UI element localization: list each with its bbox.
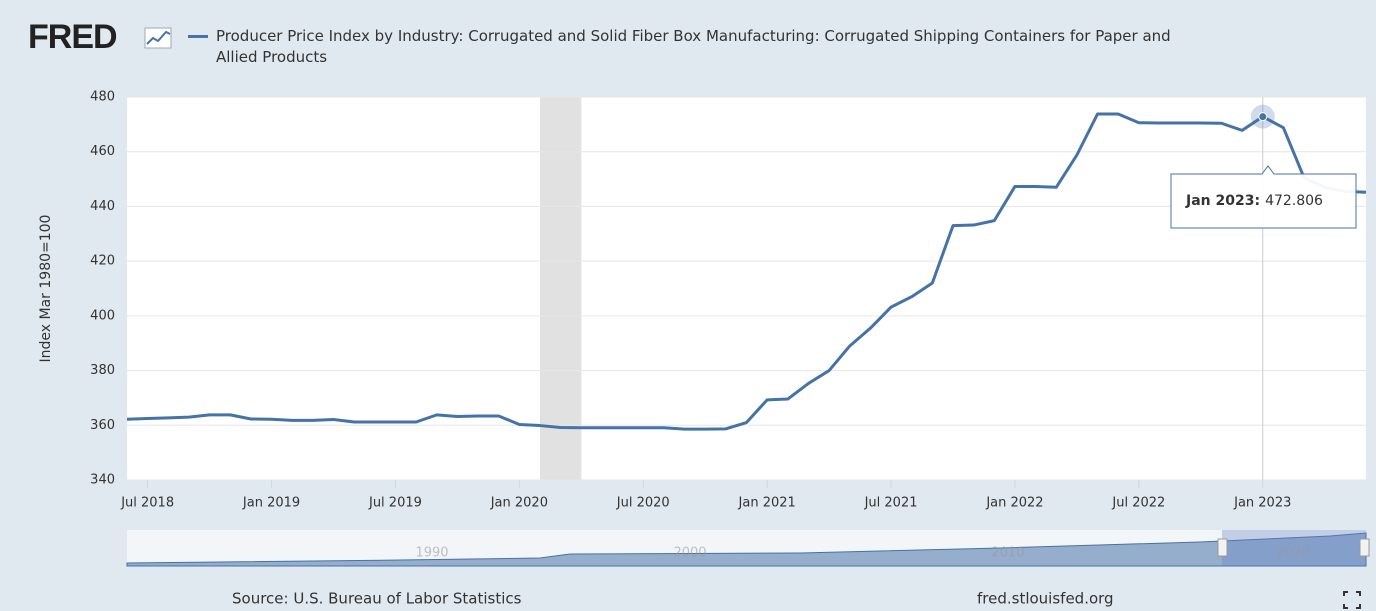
hover-point	[1258, 112, 1268, 122]
navigator-label: 2020	[1276, 546, 1309, 561]
legend-swatch	[188, 35, 208, 38]
x-tick-label: Jul 2018	[120, 496, 174, 511]
tooltip-text: Jan 2023: 472.806	[1185, 193, 1323, 209]
navigator-label: 2000	[673, 546, 706, 561]
y-tick-label: 460	[90, 144, 115, 159]
y-axis-label: Index Mar 1980=100	[38, 215, 54, 363]
x-tick-label: Jan 2023	[1233, 496, 1291, 511]
tooltip-label: Jan 2023:	[1185, 193, 1260, 209]
plot-area	[127, 97, 1366, 480]
recession-band	[540, 97, 582, 480]
y-tick-label: 420	[90, 254, 115, 269]
navigator-handle	[1359, 538, 1370, 557]
x-tick-label: Jul 2020	[616, 496, 670, 511]
source: Source: U.S. Bureau of Labor Statistics	[232, 590, 522, 608]
expand-icon	[1343, 591, 1361, 609]
y-tick-label: 380	[90, 363, 115, 378]
x-tick-label: Jan 2022	[985, 496, 1043, 511]
navigator-selection	[1222, 530, 1366, 566]
series-line	[126, 112, 1367, 431]
y-tick-label: 440	[90, 199, 115, 214]
logo: FRED	[28, 18, 118, 56]
tooltip-value: 472.806	[1265, 193, 1323, 209]
x-tick-label: Jan 2021	[738, 496, 796, 511]
legend-label: Producer Price Index by Industry: Corrug…	[216, 27, 1171, 66]
navigator-label: 2010	[991, 546, 1024, 561]
x-tick-label: Jan 2020	[490, 496, 548, 511]
navigator-area	[126, 532, 1367, 567]
tooltip-box	[1170, 165, 1357, 229]
site: fred.stlouisfed.org	[977, 590, 1114, 608]
x-tick-label: Jan 2019	[242, 496, 300, 511]
y-tick-label: 360	[90, 418, 115, 433]
y-tick-label: 480	[90, 90, 115, 105]
y-tick-label: 400	[90, 308, 115, 323]
navigator-handle	[1217, 538, 1228, 557]
y-tick-label: 340	[90, 473, 115, 488]
navigator-label: 1990	[415, 546, 448, 561]
logo-icon	[144, 27, 172, 49]
x-tick-label: Jul 2022	[1111, 496, 1165, 511]
x-tick-label: Jul 2021	[864, 496, 918, 511]
x-tick-label: Jul 2019	[368, 496, 422, 511]
legend: Producer Price Index by Industry: Corrug…	[188, 26, 1188, 68]
